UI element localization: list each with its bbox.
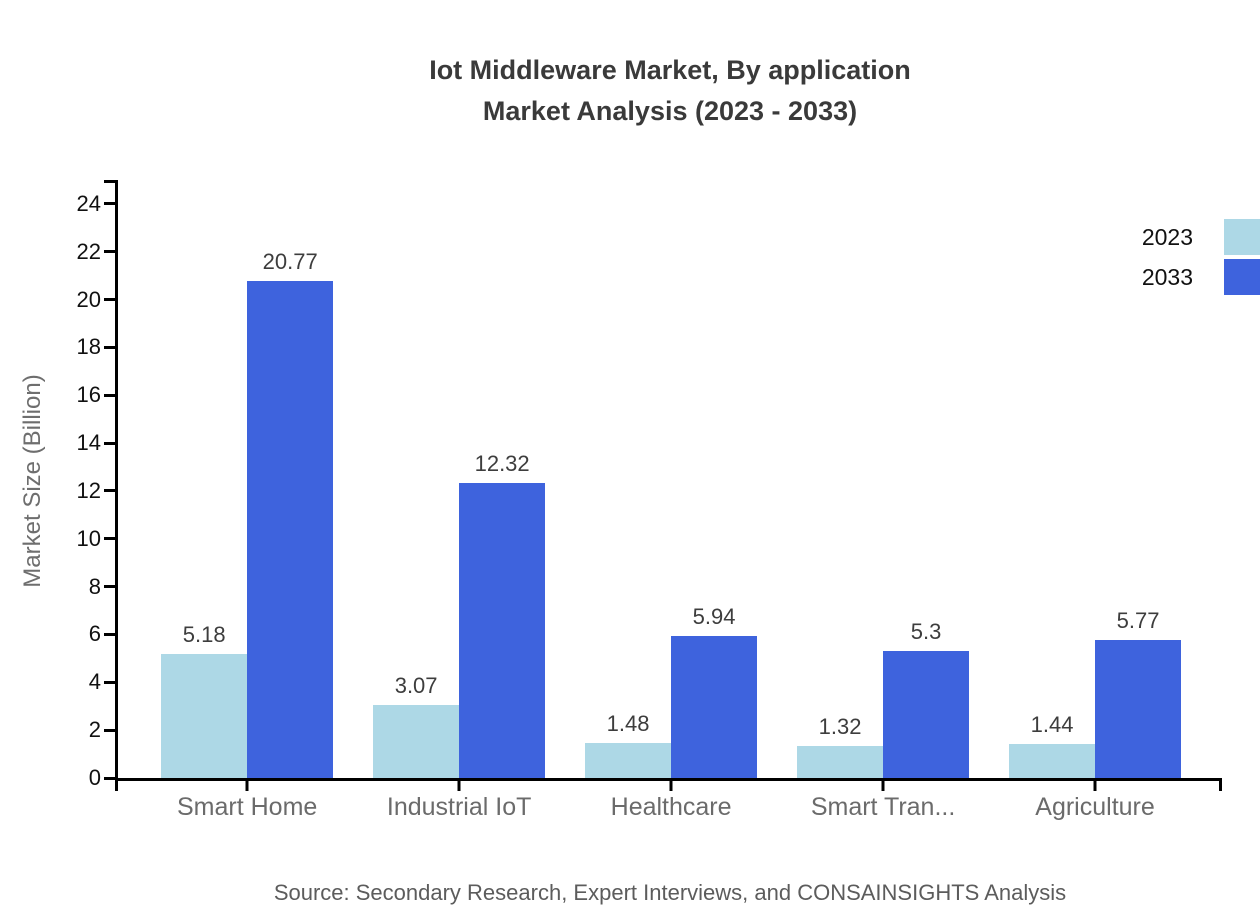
chart-title-line2: Market Analysis (2023 - 2033): [482, 96, 858, 126]
bar-value-label: 5.3: [910, 619, 942, 645]
y-axis-tick-label: 22: [76, 238, 101, 264]
bar-column-2033: 12.32: [459, 180, 546, 778]
y-axis-tick-label: 6: [88, 621, 101, 647]
bar-2033: [1095, 639, 1182, 778]
x-category-label: Agriculture: [1035, 793, 1155, 821]
chart-title-line1: Iot Middleware Market, By application: [429, 55, 911, 85]
y-axis-title: Market Size (Billion): [19, 374, 46, 588]
x-category-label: Healthcare: [610, 793, 732, 821]
y-axis-tick: [104, 776, 115, 780]
bar-2023: [797, 746, 884, 778]
y-axis-tick-label: 12: [76, 477, 101, 503]
bar-value-label: 5.18: [182, 622, 226, 648]
y-axis-tick-label: 10: [76, 525, 101, 551]
source-line: Source: Secondary Research, Expert Inter…: [273, 880, 1067, 905]
bar-group: 1.48 5.94: [585, 180, 758, 778]
y-axis-tick: [104, 345, 115, 349]
bar-column-2033: 5.94: [671, 180, 758, 778]
y-axis-tick-label: 8: [88, 573, 101, 599]
legend: 2023 2033: [1142, 219, 1260, 295]
legend-swatch-2023: [1224, 219, 1260, 255]
bar-2033: [883, 651, 970, 778]
bar-2033: [671, 635, 758, 778]
x-category-label: Industrial IoT: [386, 793, 532, 821]
y-axis-tick-label: 14: [76, 430, 101, 456]
bar-value-label: 1.44: [1030, 711, 1074, 737]
y-axis-tick-label: 0: [88, 765, 101, 790]
bar-2033: [247, 281, 334, 778]
bar-value-label: 1.48: [606, 710, 650, 736]
y-axis-spine: [115, 180, 118, 781]
y-axis-tick-label: 16: [76, 382, 101, 408]
x-axis-endcap-right: [1219, 781, 1222, 791]
y-axis-tick-label: 20: [76, 286, 101, 312]
y-axis-tick: [104, 632, 115, 636]
bar-column-2023: 5.18: [161, 180, 248, 778]
y-axis-tick: [104, 250, 115, 254]
x-axis-tick: [669, 781, 673, 791]
y-axis-tick-label: 18: [76, 334, 101, 360]
bar-2033: [459, 483, 546, 778]
bar-column-2023: 1.32: [797, 180, 884, 778]
y-axis-tick: [104, 393, 115, 397]
bar-2023: [161, 654, 248, 778]
y-axis-tick: [104, 441, 115, 445]
legend-swatch-2033: [1224, 259, 1260, 295]
bar-2023: [585, 742, 672, 778]
bar-group: 5.18 20.77: [161, 180, 334, 778]
x-axis-tick: [881, 781, 885, 791]
x-axis-spine: [115, 778, 1222, 781]
x-category-label: Smart Home: [177, 793, 318, 821]
bar-column-2023: 1.44: [1009, 180, 1096, 778]
y-axis-tick: [104, 537, 115, 541]
bar-column-2023: 3.07: [373, 180, 460, 778]
bar-value-label: 20.77: [262, 249, 318, 275]
bar-2023: [1009, 743, 1096, 778]
bar-column-2033: 5.3: [883, 180, 970, 778]
bar-value-label: 3.07: [394, 672, 438, 698]
bar-value-label: 5.94: [692, 603, 736, 629]
y-axis-tick: [104, 489, 115, 493]
bar-value-label: 5.77: [1116, 607, 1160, 633]
bar-group: 3.07 12.32: [373, 180, 546, 778]
bar-group: 1.32 5.3: [797, 180, 970, 778]
y-axis-tick-label: 2: [88, 717, 101, 743]
legend-item-2033: 2033: [1142, 259, 1260, 295]
bar-value-label: 12.32: [474, 451, 530, 477]
x-category-label: Smart Tran...: [810, 793, 956, 821]
x-axis-tick: [245, 781, 249, 791]
y-axis-tick: [104, 585, 115, 589]
x-axis-tick: [457, 781, 461, 791]
legend-label-2023: 2023: [1141, 223, 1193, 250]
bar-column-2033: 5.77: [1095, 180, 1182, 778]
bar-column-2023: 1.48: [585, 180, 672, 778]
y-axis-tick: [104, 680, 115, 684]
legend-label-2033: 2033: [1141, 263, 1193, 290]
bar-value-label: 1.32: [818, 714, 862, 740]
legend-item-2023: 2023: [1142, 219, 1260, 255]
y-axis-tick-label: 4: [88, 669, 101, 695]
bar-column-2033: 20.77: [247, 180, 334, 778]
x-axis-endcap-left: [115, 781, 118, 791]
y-axis-tick-label: 24: [76, 190, 101, 216]
y-axis-tick: [104, 728, 115, 732]
chart-title: Iot Middleware Market, By application Ma…: [118, 50, 1222, 132]
plot-area: 0 2 4 6 8 10 12 14 16 18 20 22 24 5.18 20.77 Smart Home…: [77, 180, 1222, 821]
bar-2023: [373, 704, 460, 778]
x-axis-tick: [1093, 781, 1097, 791]
y-axis-tick: [104, 298, 115, 302]
y-axis-tick: [104, 202, 115, 206]
bar-group: 1.44 5.77: [1009, 180, 1182, 778]
y-axis-endcap: [104, 180, 115, 183]
